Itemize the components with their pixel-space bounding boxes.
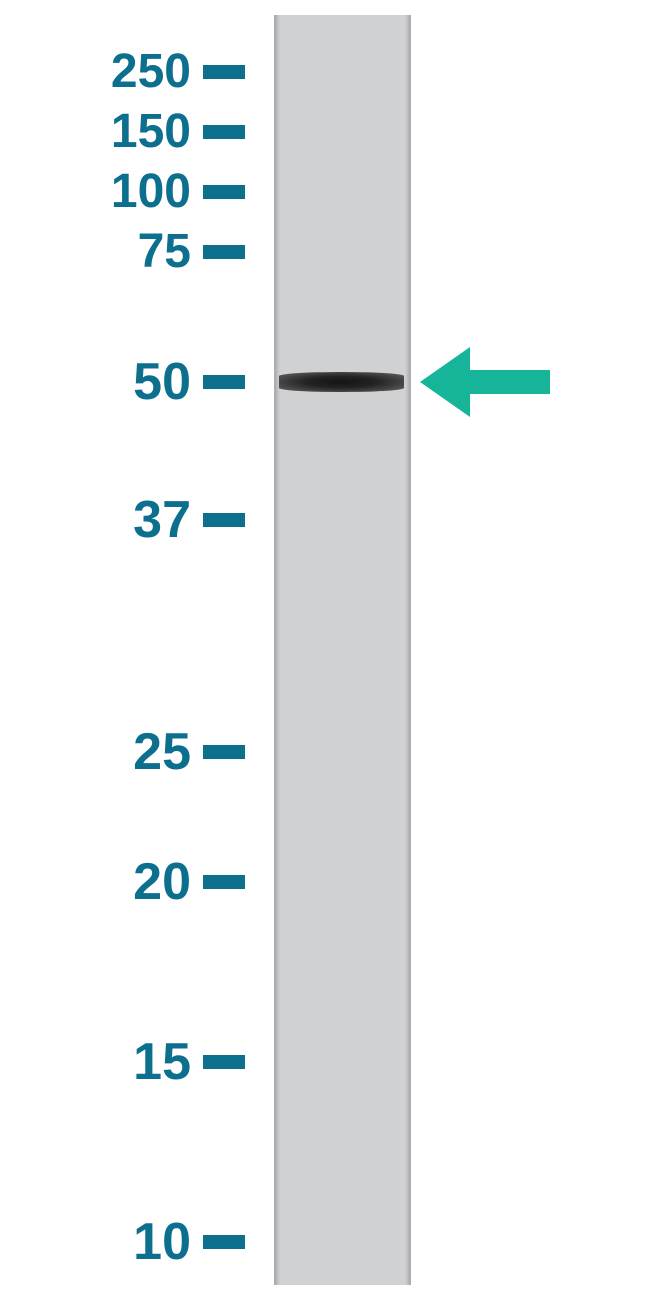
mw-marker: 10 (133, 1212, 245, 1272)
mw-marker-tick (203, 745, 245, 759)
mw-marker-tick (203, 245, 245, 259)
target-arrow-icon (420, 347, 550, 417)
mw-marker-label: 50 (133, 352, 191, 412)
mw-marker-label: 75 (138, 224, 191, 279)
mw-marker-label: 20 (133, 852, 191, 912)
mw-marker-tick (203, 513, 245, 527)
arrow-shaft (470, 370, 550, 394)
mw-marker: 50 (133, 352, 245, 412)
mw-marker: 25 (133, 722, 245, 782)
mw-marker: 15 (133, 1032, 245, 1092)
blot-lane (275, 15, 410, 1285)
mw-marker: 20 (133, 852, 245, 912)
arrow-head-icon (420, 347, 470, 417)
mw-marker: 100 (111, 164, 245, 219)
mw-marker-label: 37 (133, 490, 191, 550)
mw-marker-label: 250 (111, 44, 191, 99)
mw-marker-label: 10 (133, 1212, 191, 1272)
mw-marker-label: 15 (133, 1032, 191, 1092)
mw-marker: 250 (111, 44, 245, 99)
mw-marker: 150 (111, 104, 245, 159)
protein-band (279, 372, 404, 392)
mw-marker-label: 150 (111, 104, 191, 159)
mw-marker: 37 (133, 490, 245, 550)
blot-container: 25015010075 50 37 25 20 15 10 (0, 0, 650, 1300)
mw-marker-label: 100 (111, 164, 191, 219)
mw-marker-tick (203, 185, 245, 199)
mw-marker-tick (203, 875, 245, 889)
mw-marker-label: 25 (133, 722, 191, 782)
mw-marker: 75 (138, 224, 245, 279)
mw-marker-tick (203, 1235, 245, 1249)
mw-marker-tick (203, 65, 245, 79)
mw-marker-tick (203, 125, 245, 139)
mw-marker-tick (203, 1055, 245, 1069)
mw-marker-tick (203, 375, 245, 389)
